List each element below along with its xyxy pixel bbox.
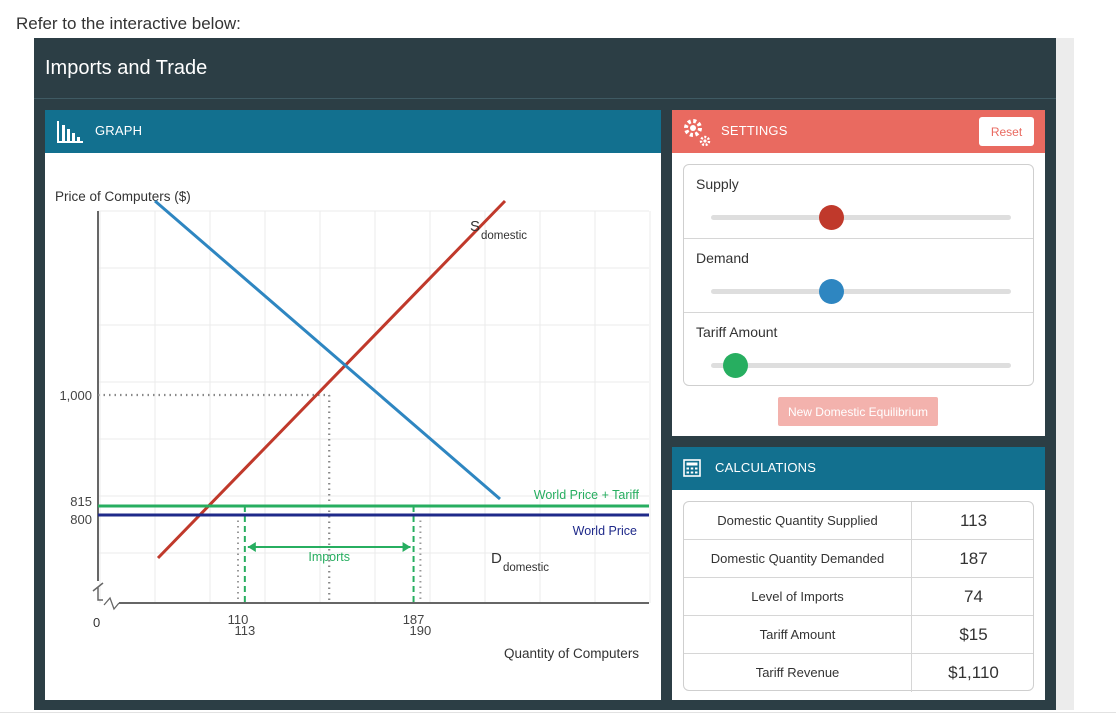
calculator-icon: [683, 459, 701, 477]
demand-slider-thumb[interactable]: [818, 279, 844, 304]
calc-name: Tariff Amount: [684, 616, 912, 654]
supply-curve: [156, 199, 507, 560]
y-tick-label: 800: [70, 512, 92, 527]
supply-slider-track[interactable]: [711, 215, 1011, 220]
calc-name: Tariff Revenue: [684, 654, 912, 692]
reset-button[interactable]: Reset: [979, 117, 1034, 146]
demand-slider-track[interactable]: [711, 289, 1011, 294]
calculations-panel: CALCULATIONS Domestic Quantity Supplied …: [672, 447, 1045, 700]
graph-panel: GRAPH Price of Computers ($) Quantity of…: [45, 110, 661, 700]
settings-panel: SETTINGS Reset Supply Demand Tariff Amou…: [672, 110, 1045, 436]
y-axis-label: Price of Computers ($): [55, 189, 191, 204]
world-price-tariff-label: World Price + Tariff: [534, 488, 640, 502]
page-divider: [0, 712, 1116, 713]
chart-lines: [98, 199, 649, 560]
x-tick-label: 187: [403, 612, 425, 627]
calculations-header-label: CALCULATIONS: [715, 460, 817, 475]
new-equilibrium-button[interactable]: New Domestic Equilibrium: [778, 397, 938, 426]
supply-curve-subscript: domestic: [481, 230, 527, 242]
calc-name: Domestic Quantity Supplied: [684, 502, 912, 540]
calc-name: Level of Imports: [684, 578, 912, 616]
supply-slider-row: Supply: [684, 165, 1033, 239]
graph-header-label: GRAPH: [95, 123, 143, 138]
x-axis-break: [103, 596, 120, 611]
bar-chart-icon: [57, 121, 83, 143]
imports-trade-widget: Imports and Trade GRAPH Price of Compute…: [34, 38, 1056, 710]
demand-curve-label: D: [491, 550, 502, 567]
y-tick-label: 815: [70, 494, 92, 509]
interactive-frame: Imports and Trade GRAPH Price of Compute…: [34, 38, 1074, 710]
tariff-slider-track[interactable]: [711, 363, 1011, 368]
slider-group: Supply Demand Tariff Amount: [683, 164, 1034, 386]
calc-value: $15: [959, 625, 988, 644]
x-tick-label: 110: [228, 612, 249, 627]
y-axis-break: [92, 582, 104, 601]
demand-curve: [154, 199, 501, 501]
x-tick-label: 190: [410, 623, 432, 638]
gear-icon: [684, 119, 711, 147]
supply-slider-thumb[interactable]: [818, 205, 844, 230]
world-price-label: World Price: [573, 524, 637, 538]
table-row: Tariff Amount $15: [684, 616, 1033, 654]
settings-header: SETTINGS Reset: [672, 110, 1045, 153]
x-tick-label: 113: [234, 623, 255, 638]
chart-axes: [92, 211, 649, 611]
calc-value: 113: [959, 511, 988, 530]
x-axis-label: Quantity of Computers: [504, 646, 639, 661]
demand-slider-row: Demand: [684, 239, 1033, 313]
table-row: Tariff Revenue $1,110: [684, 654, 1033, 692]
tariff-slider-row: Tariff Amount: [684, 313, 1033, 387]
origin-label: 0: [93, 615, 100, 630]
calc-value: $1,110: [948, 663, 999, 682]
tariff-slider-label: Tariff Amount: [696, 324, 778, 340]
widget-title: Imports and Trade: [45, 57, 208, 79]
supply-demand-chart: Price of Computers ($) Quantity of Compu…: [55, 189, 651, 661]
supply-curve-label: S: [470, 218, 480, 235]
chart-guides: [98, 393, 422, 603]
y-tick-label: 1,000: [59, 388, 92, 403]
prompt-text: Refer to the interactive below:: [16, 14, 241, 33]
settings-header-label: SETTINGS: [721, 123, 788, 138]
imports-label: Imports: [308, 550, 350, 564]
calc-value: 187: [959, 549, 988, 568]
imports-arrow-head-right: [402, 542, 411, 552]
imports-arrow-head-left: [247, 542, 256, 552]
graph-header: GRAPH: [45, 110, 661, 153]
calc-name: Domestic Quantity Demanded: [684, 540, 912, 578]
demand-curve-subscript: domestic: [503, 562, 549, 574]
calculations-table: Domestic Quantity Supplied 113 Domestic …: [683, 501, 1034, 692]
calculations-header: CALCULATIONS: [672, 447, 1045, 490]
chart-grid: [98, 210, 651, 603]
table-row: Domestic Quantity Supplied 113: [684, 502, 1033, 540]
calc-value: 74: [964, 587, 983, 606]
demand-slider-label: Demand: [696, 250, 749, 266]
table-row: Domestic Quantity Demanded 187: [684, 540, 1033, 578]
supply-slider-label: Supply: [696, 176, 739, 192]
table-row: Level of Imports 74: [684, 578, 1033, 616]
title-divider: [34, 98, 1056, 99]
tariff-slider-thumb[interactable]: [722, 353, 748, 378]
